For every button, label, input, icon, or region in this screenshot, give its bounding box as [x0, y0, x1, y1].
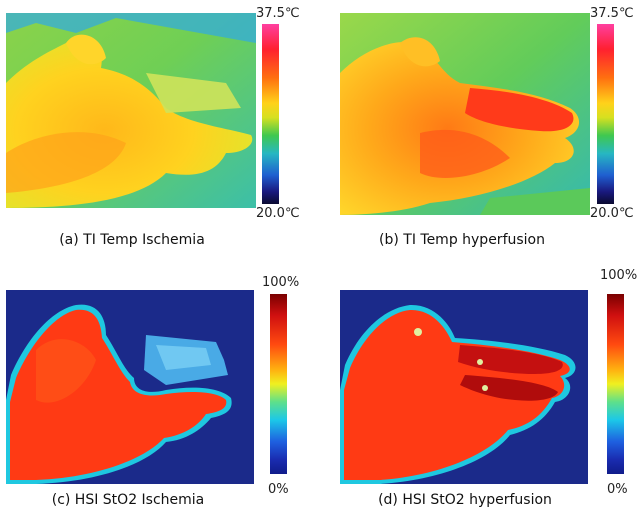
- caption: (b) TI Temp hyperfusion: [379, 232, 545, 248]
- scale-min-label: 0%: [268, 482, 289, 497]
- caption: (d) HSI StO2 hyperfusion: [378, 492, 552, 508]
- sto2-image-ischemia: [6, 290, 254, 484]
- scale-max-label: 100%: [262, 275, 300, 290]
- caption: (a) TI Temp Ischemia: [59, 232, 205, 248]
- sto2-image-hyperfusion: [340, 290, 588, 484]
- thermal-image-ischemia: [6, 13, 256, 208]
- scale-min-label: 20.0℃: [256, 206, 300, 221]
- scale-max-label: 100%: [600, 268, 638, 283]
- caption: (c) HSI StO2 Ischemia: [51, 492, 205, 508]
- scale-max-label: 37.5℃: [256, 6, 300, 21]
- thermal-image-hyperfusion: [340, 13, 590, 215]
- temperature-colorbar: [597, 24, 614, 204]
- sto2-colorbar: [607, 294, 624, 474]
- scale-min-label: 0%: [607, 482, 628, 497]
- temperature-colorbar: [262, 24, 279, 204]
- scale-min-label: 20.0℃: [590, 206, 634, 221]
- scale-max-label: 37.5℃: [590, 6, 634, 21]
- sto2-colorbar: [270, 294, 287, 474]
